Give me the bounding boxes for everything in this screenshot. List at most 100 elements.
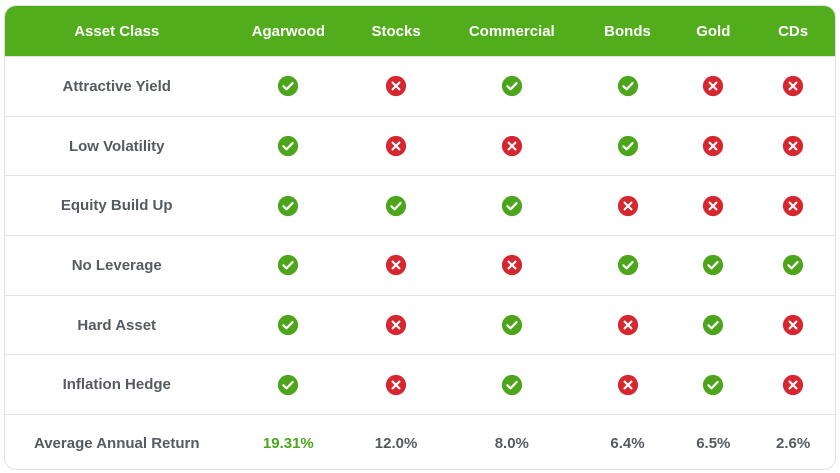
- x-circle-icon: [501, 135, 522, 157]
- header-asset-class: Asset Class: [74, 22, 160, 40]
- cell-stocks: [348, 117, 444, 176]
- header-stocks: Stocks: [371, 22, 421, 40]
- table-row: Equity Build Up: [5, 175, 835, 235]
- cell-gold: [675, 176, 751, 235]
- return-bonds: 6.4%: [610, 435, 645, 453]
- header-commercial: Commercial: [468, 22, 555, 40]
- check-circle-icon: [278, 135, 299, 157]
- x-circle-icon: [783, 195, 804, 216]
- header-gold: Gold: [696, 22, 731, 40]
- check-circle-icon: [703, 255, 724, 276]
- cell-gold: [675, 236, 751, 295]
- cell-cds: [751, 296, 835, 355]
- cell-stocks: [348, 236, 444, 295]
- check-circle-icon: [501, 315, 522, 336]
- check-circle-icon: [385, 195, 407, 216]
- cell-gold: [675, 296, 751, 355]
- cell-agarwood: [228, 117, 348, 176]
- table-row: Low Volatility: [5, 115, 835, 176]
- header-bonds: Bonds: [604, 22, 651, 40]
- cell-bonds: [580, 355, 676, 414]
- x-circle-icon: [783, 315, 804, 336]
- cell-cds: [751, 355, 835, 414]
- cell-agarwood: [228, 57, 348, 116]
- table-row: No Leverage: [5, 235, 835, 295]
- cell-cds: [751, 236, 835, 295]
- x-circle-icon: [703, 135, 724, 157]
- cell-commercial: [444, 176, 580, 235]
- table-header-row: Asset Class Agarwood Stocks Commercial B…: [5, 6, 835, 56]
- return-cds: 2.6%: [776, 435, 811, 453]
- cell-commercial: [444, 236, 580, 295]
- cell-stocks: [348, 57, 444, 116]
- row-label: Attractive Yield: [62, 77, 171, 95]
- cell-bonds: [580, 176, 676, 235]
- return-gold: 6.5%: [696, 435, 731, 453]
- header-agarwood: Agarwood: [251, 22, 325, 40]
- return-commercial: 8.0%: [494, 435, 529, 453]
- cell-gold: [675, 117, 751, 176]
- cell-agarwood: [228, 355, 348, 414]
- average-return-label: Average Annual Return: [33, 435, 200, 453]
- x-circle-icon: [617, 374, 638, 395]
- check-circle-icon: [703, 374, 724, 395]
- cell-stocks: [348, 296, 444, 355]
- cell-bonds: [580, 296, 676, 355]
- x-circle-icon: [385, 76, 407, 97]
- x-circle-icon: [703, 76, 724, 97]
- cell-bonds: [580, 117, 676, 176]
- table-row: Inflation Hedge: [5, 354, 835, 414]
- x-circle-icon: [385, 315, 407, 336]
- cell-commercial: [444, 117, 580, 176]
- cell-commercial: [444, 296, 580, 355]
- check-circle-icon: [617, 135, 638, 157]
- check-circle-icon: [703, 315, 724, 336]
- check-circle-icon: [278, 374, 299, 395]
- x-circle-icon: [617, 195, 638, 216]
- check-circle-icon: [501, 195, 522, 216]
- check-circle-icon: [278, 195, 299, 216]
- x-circle-icon: [783, 374, 804, 395]
- cell-cds: [751, 176, 835, 235]
- x-circle-icon: [617, 315, 638, 336]
- cell-commercial: [444, 355, 580, 414]
- cell-stocks: [348, 176, 444, 235]
- cell-cds: [751, 117, 835, 176]
- x-circle-icon: [703, 195, 724, 216]
- return-stocks: 12.0%: [374, 435, 418, 453]
- cell-cds: [751, 57, 835, 116]
- comparison-table: Asset Class Agarwood Stocks Commercial B…: [4, 5, 836, 470]
- check-circle-icon: [783, 255, 804, 276]
- check-circle-icon: [278, 255, 299, 276]
- x-circle-icon: [783, 135, 804, 157]
- table-row: Attractive Yield: [5, 56, 835, 116]
- check-circle-icon: [501, 374, 522, 395]
- x-circle-icon: [501, 255, 522, 276]
- cell-gold: [675, 57, 751, 116]
- cell-gold: [675, 355, 751, 414]
- table-row: Hard Asset: [5, 294, 835, 355]
- average-return-row: Average Annual Return 19.31% 12.0% 8.0% …: [5, 414, 835, 469]
- cell-bonds: [580, 236, 676, 295]
- row-label: Equity Build Up: [60, 197, 173, 215]
- check-circle-icon: [278, 315, 299, 336]
- row-label: Inflation Hedge: [62, 376, 171, 394]
- cell-agarwood: [228, 296, 348, 355]
- header-cds: CDs: [778, 22, 809, 40]
- x-circle-icon: [385, 255, 407, 276]
- row-label: Hard Asset: [77, 316, 157, 334]
- check-circle-icon: [617, 76, 638, 97]
- return-agarwood: 19.31%: [262, 435, 314, 453]
- cell-commercial: [444, 57, 580, 116]
- x-circle-icon: [783, 76, 804, 97]
- check-circle-icon: [278, 76, 299, 97]
- check-circle-icon: [501, 76, 522, 97]
- row-label: Low Volatility: [68, 137, 165, 155]
- cell-stocks: [348, 355, 444, 414]
- x-circle-icon: [385, 135, 407, 157]
- x-circle-icon: [385, 374, 407, 395]
- cell-agarwood: [228, 176, 348, 235]
- cell-bonds: [580, 57, 676, 116]
- cell-agarwood: [228, 236, 348, 295]
- row-label: No Leverage: [71, 256, 162, 274]
